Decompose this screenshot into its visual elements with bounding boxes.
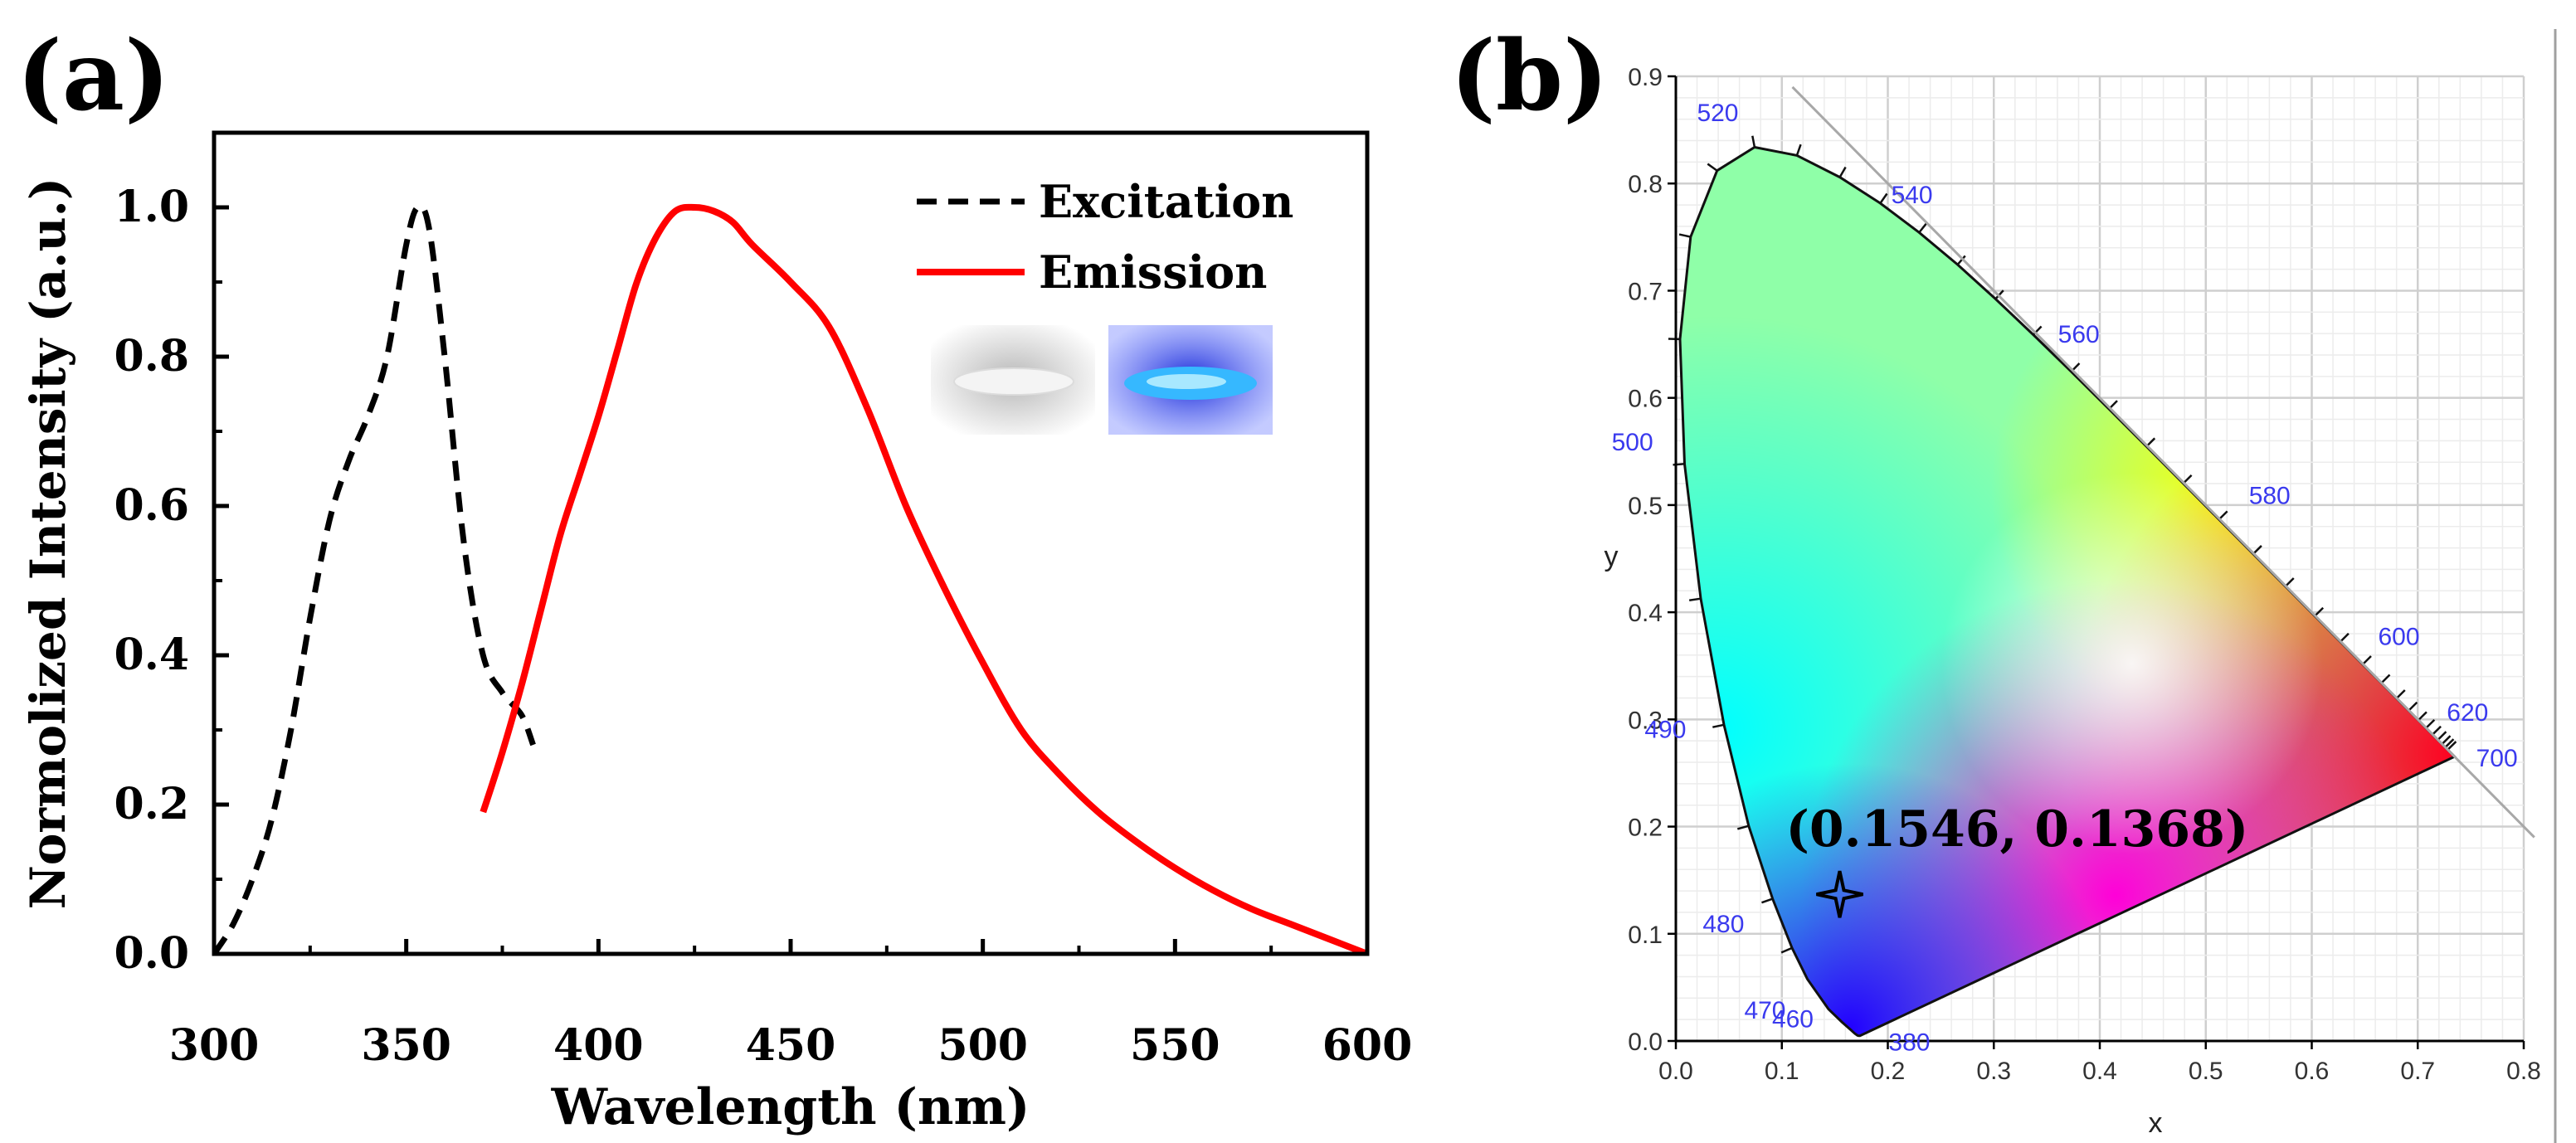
spectral-locus-tick	[1838, 166, 1847, 178]
spectral-locus-tick	[2314, 606, 2325, 617]
panel-b-x-tick-label: 0.3	[1976, 1058, 2011, 1085]
legend-emission-label: Emission	[1039, 246, 1267, 299]
panel-b: (b) 0.0 0.1 0.2 0.3 0.4 0.5 0.6 0.7 0.8 0.0 0.1 0.2…	[1450, 20, 2557, 1143]
panel-b-y-tick-label: 0.6	[1628, 386, 1663, 413]
panel-a-x-tick-label: 400	[553, 1020, 644, 1071]
wavelength-label: 500	[1612, 429, 1653, 456]
wavelength-label: 580	[2249, 483, 2291, 510]
spectral-locus-tick	[2444, 738, 2455, 748]
wavelength-label: 560	[2058, 321, 2100, 348]
panel-b-x-tick-label: 0.1	[1765, 1058, 1799, 1085]
panel-b-x-tick-label: 0.0	[1658, 1058, 1693, 1085]
panel-b-x-axis-title: x	[2149, 1107, 2163, 1139]
spectral-locus-tick	[2218, 510, 2228, 521]
panel-a-x-axis-title: Wavelength (nm)	[551, 1078, 1030, 1136]
panel-b-y-tick-label: 0.7	[1628, 278, 1663, 305]
spectral-locus-tick	[2362, 655, 2372, 665]
panel-a-x-tick-label: 550	[1130, 1020, 1220, 1071]
wavelength-label: 460	[1772, 1006, 1814, 1034]
inset-uv-sample-glow	[1147, 374, 1226, 389]
panel-a-y-tick-label: 1.0	[114, 182, 189, 232]
panel-a-y-axis-title: Normolized Intensity (a.u.)	[20, 178, 76, 910]
spectral-locus-tick	[2425, 718, 2436, 729]
excitation-line	[214, 203, 536, 954]
panel-b-y-tick-label: 0.9	[1628, 64, 1663, 91]
panel-b-y-tick-label: 0.5	[1628, 493, 1663, 520]
wavelength-label: 520	[1697, 100, 1738, 127]
spectral-locus-tick	[1879, 192, 1888, 204]
panel-a-x-tick-label: 600	[1322, 1020, 1413, 1071]
spectral-locus-tick	[2340, 632, 2350, 643]
spectral-locus-tick	[2437, 731, 2447, 741]
wavelength-label: 620	[2447, 699, 2488, 727]
panel-a-y-tick-label: 0.2	[114, 779, 189, 829]
spectral-locus-tick	[2284, 577, 2295, 587]
spectral-locus-tick	[2432, 725, 2442, 736]
panel-a-y-tick-label: 0.6	[114, 480, 189, 531]
spectral-locus-tick	[1780, 946, 1793, 954]
panel-b-label: (b)	[1450, 20, 1609, 133]
panel-b-x-tick-label: 0.8	[2506, 1058, 2541, 1085]
panel-b-x-tick-label: 0.7	[2400, 1058, 2435, 1085]
panel-b-y-tick-label: 0.3	[1628, 707, 1663, 734]
wavelength-label: 540	[1892, 182, 1933, 209]
panel-a-series	[214, 203, 1367, 954]
panel-a-legend: Excitation Emission	[917, 175, 1293, 299]
x-plus-y-equals-one-line	[1791, 85, 2535, 839]
spectral-locus-tick	[1678, 233, 1692, 238]
spectral-locus-tick	[1751, 135, 1756, 148]
wavelength-label: 700	[2476, 745, 2518, 772]
spectral-locus-tick	[1918, 222, 1928, 234]
spectral-locus-tick	[2252, 545, 2262, 555]
spectral-locus-tick	[2380, 674, 2391, 684]
panel-a-x-tick-label: 300	[169, 1020, 260, 1071]
spectral-locus-tick	[2441, 735, 2452, 745]
panel-b-y-tick-label: 0.4	[1628, 600, 1663, 627]
panel-a-axes: 300 350 400 450 500 550 600 0.0 0.2 0.4 0.6 0.8 1.0	[114, 131, 1413, 1071]
spectral-locus-tick	[1736, 824, 1750, 830]
panel-a-label: (a)	[17, 20, 170, 133]
wavelength-label: 600	[2379, 623, 2420, 650]
spectral-locus-tick	[1795, 143, 1802, 156]
spectral-locus-tick	[1688, 597, 1702, 602]
panel-a-y-tick-label: 0.0	[114, 928, 189, 979]
panel-b-axes: 0.0 0.1 0.2 0.3 0.4 0.5 0.6 0.7 0.8 0.0 0.1 0.2 0.3 0…	[1628, 64, 2541, 1085]
spectral-locus-tick	[2418, 711, 2427, 722]
star-icon	[1816, 870, 1863, 918]
panel-b-y-axis-title: y	[1605, 541, 1619, 572]
spectral-locus-tick	[2395, 689, 2406, 699]
panel-b-y-tick-label: 0.2	[1628, 815, 1663, 842]
spectral-locus-tick	[2447, 741, 2457, 751]
legend-excitation-label: Excitation	[1039, 175, 1293, 228]
panel-b-x-tick-label: 0.2	[1871, 1058, 1906, 1085]
cie-coordinate-marker	[1816, 870, 1863, 918]
panel-a-x-tick-label: 500	[937, 1020, 1028, 1071]
inset-sample-photos	[931, 325, 1273, 435]
panel-b-x-tick-label: 0.4	[2082, 1058, 2117, 1085]
spectral-locus-tick	[1712, 723, 1725, 728]
panel-a-y-tick-label: 0.4	[114, 630, 189, 680]
panel-a-y-tick-label: 0.8	[114, 331, 189, 382]
panel-a-x-tick-label: 450	[746, 1020, 836, 1071]
spectral-locus-tick	[1761, 897, 1774, 904]
wavelength-label: 380	[1888, 1029, 1930, 1057]
wavelength-label: 490	[1644, 717, 1686, 744]
panel-a-x-tick-label: 350	[361, 1020, 451, 1071]
wavelength-label: 480	[1702, 911, 1744, 938]
emission-line	[480, 203, 1367, 954]
inset-daylight-sample	[953, 367, 1074, 396]
panel-a: (a) 300 350 400 450 500 550 600 0.0 0.2 0.4 0.6 0.8…	[17, 20, 1412, 1136]
panel-b-y-tick-label: 0.1	[1628, 922, 1663, 949]
panel-b-x-tick-label: 0.6	[2295, 1058, 2330, 1085]
spectral-locus-tick	[1956, 255, 1966, 265]
spectral-locus-tick	[1707, 163, 1718, 172]
cie-coordinate-label: (0.1546, 0.1368)	[1786, 800, 2249, 858]
wavelength-label: 470	[1744, 997, 1785, 1024]
panel-b-y-tick-label: 0.0	[1628, 1029, 1663, 1056]
panel-b-x-tick-label: 0.5	[2189, 1058, 2223, 1085]
spectral-locus-tick	[2408, 701, 2418, 712]
panel-b-y-tick-label: 0.8	[1628, 171, 1663, 198]
